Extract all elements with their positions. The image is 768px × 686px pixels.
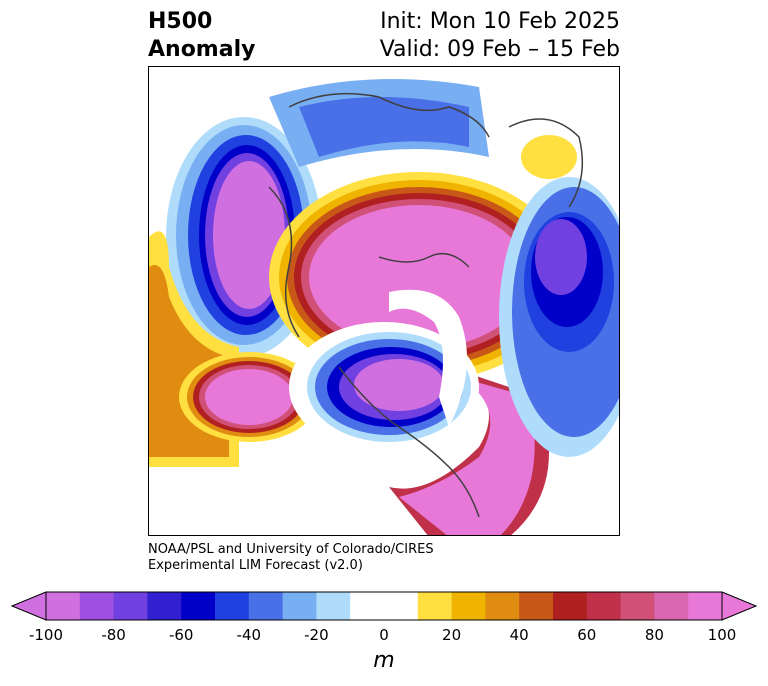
colorbar-tick-label: 60 <box>577 626 597 644</box>
anomaly-map <box>148 66 620 536</box>
colorbar-tick-label: -100 <box>28 626 64 644</box>
map-svg <box>149 79 619 535</box>
colorbar-arrow-left <box>10 591 47 621</box>
colorbar-tick-label: 80 <box>644 626 664 644</box>
colorbar-tick-label: 100 <box>707 626 737 644</box>
colorbar-unit: m <box>373 648 395 673</box>
colorbar-bin <box>46 592 81 620</box>
date-block: Init: Mon 10 Feb 2025 Valid: 09 Feb – 15… <box>380 8 620 64</box>
west-ridge <box>149 231 319 467</box>
polar-ridge <box>269 172 569 535</box>
colorbar-bin <box>620 592 655 620</box>
colorbar-tick-label: -20 <box>304 626 329 644</box>
title-main: H500 <box>148 9 213 34</box>
coastlines <box>268 92 584 518</box>
title-sub: Anomaly <box>148 37 256 62</box>
colorbar-arrow-right <box>721 591 758 621</box>
credit-line1: NOAA/PSL and University of Colorado/CIRE… <box>148 542 434 557</box>
colorbar-bin <box>147 592 182 620</box>
colorbar-bin <box>316 592 351 620</box>
credit: NOAA/PSL and University of Colorado/CIRE… <box>148 542 434 574</box>
colorbar-bin <box>485 592 520 620</box>
colorbar <box>10 591 758 621</box>
title-block: H500 Anomaly <box>148 8 255 64</box>
valid-range: Valid: 09 Feb – 15 Feb <box>379 37 620 62</box>
colorbar-bin <box>215 592 250 620</box>
central-trough <box>289 322 479 452</box>
colorbar-bin <box>417 592 453 620</box>
colorbar-tick-label: -80 <box>101 626 126 644</box>
colorbar-bin <box>654 592 689 620</box>
colorbar-bin <box>688 592 723 620</box>
colorbar-bin <box>451 592 486 620</box>
colorbar-tick-label: 40 <box>509 626 529 644</box>
colorbar-bin <box>248 592 284 620</box>
east-trough <box>499 177 619 457</box>
init-date: Init: Mon 10 Feb 2025 <box>380 9 620 34</box>
colorbar-bin <box>79 592 115 620</box>
colorbar-tick-label: 20 <box>442 626 462 644</box>
colorbar-bin <box>113 592 148 620</box>
colorbar-bin <box>181 592 216 620</box>
colorbar-bin <box>586 592 622 620</box>
colorbar-tick-label: -40 <box>236 626 262 644</box>
colorbar-border <box>45 591 723 621</box>
colorbar-tick-label: -60 <box>168 626 194 644</box>
credit-line2: Experimental LIM Forecast (v2.0) <box>148 558 363 573</box>
colorbar-bin <box>350 592 385 620</box>
colorbar-bin <box>384 592 419 620</box>
colorbar-tick-label: 0 <box>379 626 389 644</box>
colorbar-bin <box>282 592 317 620</box>
colorbar-bin <box>553 592 588 620</box>
colorbar-bin <box>519 592 554 620</box>
